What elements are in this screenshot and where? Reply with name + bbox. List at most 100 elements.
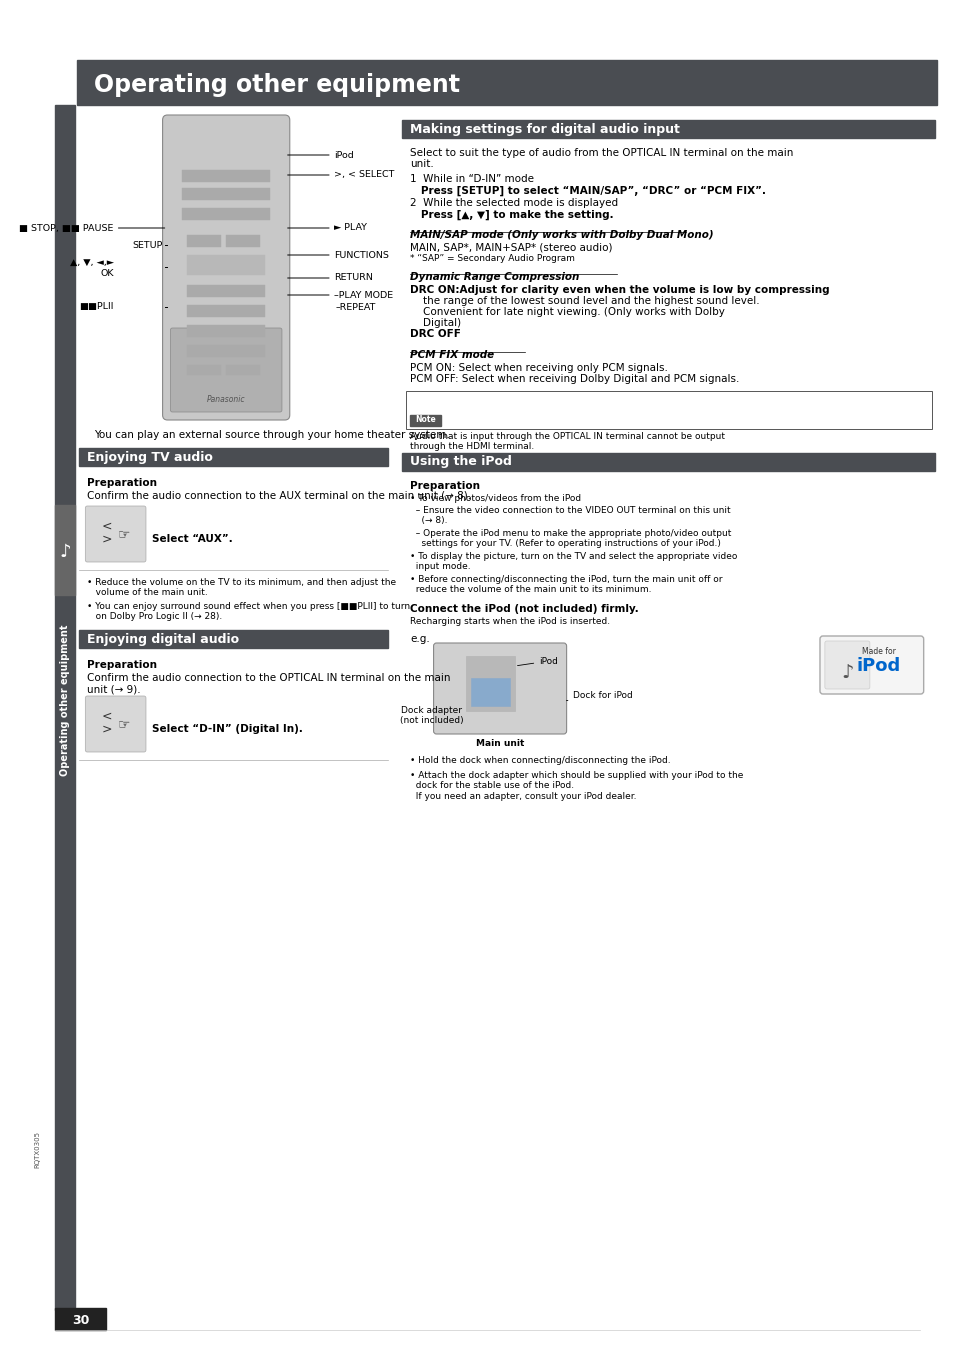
- Text: PCM FIX mode: PCM FIX mode: [410, 350, 494, 359]
- Bar: [187, 285, 265, 297]
- Text: <: <: [101, 709, 112, 723]
- Text: RETURN: RETURN: [334, 273, 373, 282]
- Bar: [79, 449, 387, 466]
- Text: ☞: ☞: [118, 527, 131, 540]
- Text: PCM OFF: Select when receiving Dolby Digital and PCM signals.: PCM OFF: Select when receiving Dolby Dig…: [410, 374, 739, 384]
- FancyBboxPatch shape: [85, 696, 146, 753]
- Text: Operating other equipment: Operating other equipment: [60, 624, 70, 775]
- Text: Confirm the audio connection to the OPTICAL IN terminal on the main: Confirm the audio connection to the OPTI…: [87, 673, 451, 684]
- Text: PCM ON: Select when receiving only PCM signals.: PCM ON: Select when receiving only PCM s…: [410, 363, 667, 373]
- Bar: [187, 345, 265, 357]
- Text: >, < SELECT: >, < SELECT: [334, 170, 394, 180]
- Text: ■ STOP, ■■ PAUSE: ■ STOP, ■■ PAUSE: [19, 223, 113, 232]
- Text: >: >: [101, 723, 112, 735]
- Text: Using the iPod: Using the iPod: [410, 455, 512, 469]
- Bar: [187, 326, 265, 336]
- Text: Preparation: Preparation: [87, 478, 157, 488]
- Text: Enjoying digital audio: Enjoying digital audio: [87, 632, 239, 646]
- Text: ♪: ♪: [841, 663, 853, 682]
- Bar: [182, 188, 270, 200]
- Bar: [187, 365, 221, 376]
- Bar: [402, 120, 935, 138]
- Text: Select to suit the type of audio from the OPTICAL IN terminal on the main: Select to suit the type of audio from th…: [410, 149, 793, 158]
- Bar: [187, 255, 265, 276]
- Text: >: >: [101, 532, 112, 546]
- Text: * “SAP” = Secondary Audio Program: * “SAP” = Secondary Audio Program: [410, 254, 575, 263]
- Text: • Hold the dock when connecting/disconnecting the iPod.: • Hold the dock when connecting/disconne…: [410, 757, 670, 765]
- Bar: [55, 1308, 106, 1329]
- Text: OK: OK: [100, 269, 113, 278]
- Text: • Reduce the volume on the TV to its minimum, and then adjust the
   volume of t: • Reduce the volume on the TV to its min…: [87, 578, 396, 597]
- Bar: [79, 630, 387, 648]
- Bar: [410, 415, 441, 426]
- Text: Note: Note: [415, 416, 436, 424]
- Bar: [226, 235, 260, 247]
- FancyBboxPatch shape: [820, 636, 923, 694]
- Text: Making settings for digital audio input: Making settings for digital audio input: [410, 123, 679, 135]
- Text: the range of the lowest sound level and the highest sound level.: the range of the lowest sound level and …: [410, 296, 759, 305]
- FancyBboxPatch shape: [85, 507, 146, 562]
- Text: • You can enjoy surround sound effect when you press [■■PLII] to turn
   on Dolb: • You can enjoy surround sound effect wh…: [87, 603, 410, 621]
- Text: ☞: ☞: [118, 717, 131, 731]
- Text: – Operate the iPod menu to make the appropriate photo/video output
    settings : – Operate the iPod menu to make the appr…: [410, 530, 731, 549]
- Bar: [55, 505, 74, 594]
- Text: –PLAY MODE: –PLAY MODE: [334, 290, 393, 300]
- FancyBboxPatch shape: [162, 115, 290, 420]
- Text: Main unit: Main unit: [476, 739, 524, 748]
- Bar: [187, 305, 265, 317]
- Text: Made for: Made for: [861, 647, 895, 655]
- Text: – Ensure the video connection to the VIDEO OUT terminal on this unit
    (→ 8).: – Ensure the video connection to the VID…: [410, 507, 730, 526]
- Text: ♪: ♪: [59, 543, 71, 561]
- Text: Panasonic: Panasonic: [207, 396, 245, 404]
- Text: iPod: iPod: [517, 657, 558, 666]
- Text: You can play an external source through your home theater system.: You can play an external source through …: [94, 430, 450, 440]
- Text: • Before connecting/disconnecting the iPod, turn the main unit off or
  reduce t: • Before connecting/disconnecting the iP…: [410, 576, 721, 594]
- Text: Press [SETUP] to select “MAIN/SAP”, “DRC” or “PCM FIX”.: Press [SETUP] to select “MAIN/SAP”, “DRC…: [410, 186, 765, 196]
- FancyBboxPatch shape: [406, 390, 930, 430]
- Text: Dynamic Range Compression: Dynamic Range Compression: [410, 272, 578, 282]
- Text: • Attach the dock adapter which should be supplied with your iPod to the
  dock : • Attach the dock adapter which should b…: [410, 771, 742, 801]
- Text: Press [▲, ▼] to make the setting.: Press [▲, ▼] to make the setting.: [410, 209, 613, 220]
- Text: DRC OFF: DRC OFF: [410, 330, 460, 339]
- Text: Dock for iPod: Dock for iPod: [566, 692, 633, 701]
- Bar: [470, 678, 509, 707]
- Text: MAIN/SAP mode (Only works with Dolby Dual Mono): MAIN/SAP mode (Only works with Dolby Dua…: [410, 230, 713, 240]
- Text: Select “AUX”.: Select “AUX”.: [152, 534, 233, 544]
- Text: e.g.: e.g.: [410, 634, 430, 644]
- Text: <: <: [101, 520, 112, 532]
- Text: Preparation: Preparation: [87, 661, 157, 670]
- Text: unit (→ 9).: unit (→ 9).: [87, 684, 141, 694]
- Text: Confirm the audio connection to the AUX terminal on the main unit (→ 8).: Confirm the audio connection to the AUX …: [87, 490, 471, 501]
- Text: iPod: iPod: [334, 150, 354, 159]
- Bar: [187, 235, 221, 247]
- Bar: [226, 365, 260, 376]
- Text: Connect the iPod (not included) firmly.: Connect the iPod (not included) firmly.: [410, 604, 639, 613]
- Text: Operating other equipment: Operating other equipment: [94, 73, 459, 97]
- Text: iPod: iPod: [856, 657, 900, 676]
- Text: Preparation: Preparation: [410, 481, 479, 490]
- Text: Digital): Digital): [410, 317, 460, 328]
- Text: Recharging starts when the iPod is inserted.: Recharging starts when the iPod is inser…: [410, 617, 610, 626]
- Text: RQTX0305: RQTX0305: [34, 1132, 40, 1169]
- Text: Dock adapter
(not included): Dock adapter (not included): [399, 707, 463, 725]
- Text: –REPEAT: –REPEAT: [335, 303, 375, 312]
- FancyBboxPatch shape: [171, 328, 282, 412]
- Text: unit.: unit.: [410, 159, 434, 169]
- Text: MAIN, SAP*, MAIN+SAP* (stereo audio): MAIN, SAP*, MAIN+SAP* (stereo audio): [410, 243, 612, 253]
- Bar: [182, 208, 270, 220]
- Bar: [182, 170, 270, 182]
- Bar: [55, 105, 74, 1310]
- Text: DRC ON:Adjust for clarity even when the volume is low by compressing: DRC ON:Adjust for clarity even when the …: [410, 285, 829, 295]
- Text: • To display the picture, turn on the TV and select the appropriate video
  inpu: • To display the picture, turn on the TV…: [410, 553, 737, 571]
- Bar: [402, 453, 935, 471]
- Text: FUNCTIONS: FUNCTIONS: [334, 250, 388, 259]
- Text: ► PLAY: ► PLAY: [334, 223, 366, 232]
- Text: Audio that is input through the OPTICAL IN terminal cannot be output
through the: Audio that is input through the OPTICAL …: [410, 432, 724, 451]
- Text: Select “D-IN” (Digital In).: Select “D-IN” (Digital In).: [152, 724, 302, 734]
- Bar: [76, 59, 937, 105]
- Text: • To view photos/videos from the iPod: • To view photos/videos from the iPod: [410, 494, 580, 503]
- Text: 1  While in “D-IN” mode: 1 While in “D-IN” mode: [410, 174, 534, 184]
- Text: SETUP: SETUP: [132, 240, 162, 250]
- FancyBboxPatch shape: [824, 640, 869, 689]
- Text: Enjoying TV audio: Enjoying TV audio: [87, 450, 213, 463]
